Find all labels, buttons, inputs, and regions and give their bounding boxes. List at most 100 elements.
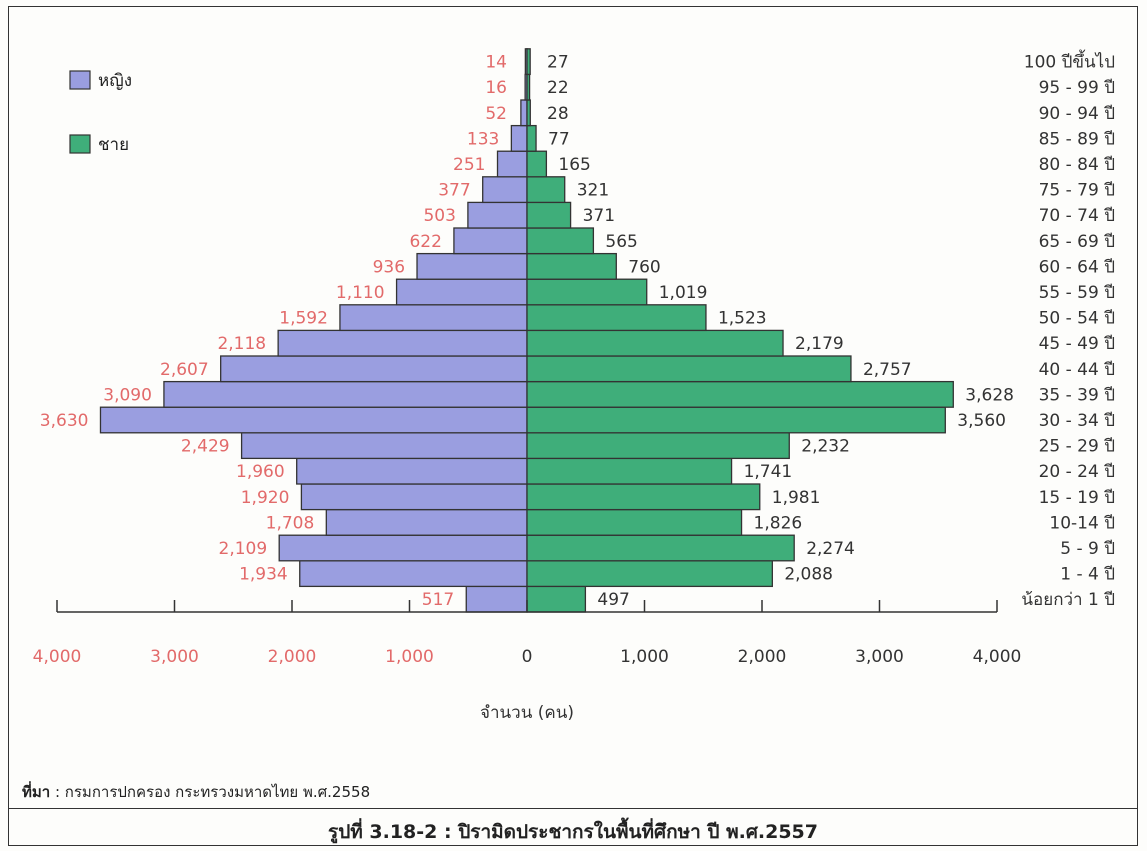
- source-text: : กรมการปกครอง กระทรวงมหาดไทย พ.ศ.2558: [50, 783, 371, 801]
- data-label-male: 22: [547, 78, 569, 98]
- age-group-label: 30 - 34 ปี: [1039, 411, 1115, 431]
- age-group-label: 10-14 ปี: [1049, 513, 1115, 533]
- data-label-male: 2,274: [806, 539, 855, 559]
- bar-male: [526, 201, 572, 229]
- x-tick-label: 3,000: [150, 647, 199, 667]
- bar-female: [300, 483, 528, 511]
- bar-male: [526, 304, 707, 332]
- bar-male: [526, 176, 566, 204]
- x-tick-label: 1,000: [620, 647, 669, 667]
- data-label-female: 14: [485, 53, 507, 73]
- data-label-female: 3,630: [40, 411, 89, 431]
- labels-group: 517 497 น้อยกว่า 1 ปี 1,934 2,088 1 - 4 ปี 2,1…: [40, 50, 1115, 611]
- age-group-label: 60 - 64 ปี: [1039, 257, 1115, 277]
- bar-male: [526, 227, 595, 255]
- bar-male: [526, 99, 531, 127]
- bar-female: [520, 99, 528, 127]
- bar-female: [416, 252, 528, 280]
- age-group-label: น้อยกว่า 1 ปี: [1021, 590, 1115, 610]
- caption-box: รูปที่ 3.18-2 : ปิรามิดประชากรในพื้นที่ศ…: [8, 808, 1138, 846]
- data-label-female: 52: [485, 104, 507, 124]
- data-label-female: 251: [453, 155, 485, 175]
- data-label-male: 2,088: [784, 565, 833, 585]
- age-group-label: 70 - 74 ปี: [1039, 206, 1115, 226]
- age-group-label: 15 - 19 ปี: [1039, 488, 1115, 508]
- bar-female: [299, 560, 528, 588]
- bar-female: [277, 329, 528, 357]
- source-label: ที่มา: [22, 783, 51, 801]
- bar-female: [278, 534, 528, 562]
- bar-female: [325, 508, 528, 536]
- data-label-female: 1,592: [279, 309, 328, 329]
- data-label-female: 622: [409, 232, 441, 252]
- bar-male: [526, 150, 548, 178]
- data-label-female: 1,110: [336, 283, 385, 303]
- data-label-female: 2,118: [217, 334, 266, 354]
- data-label-male: 1,523: [718, 309, 767, 329]
- data-label-male: 27: [547, 53, 569, 73]
- data-label-female: 936: [373, 257, 405, 277]
- bar-female: [395, 278, 528, 306]
- bar-female: [465, 585, 528, 613]
- bar-male: [526, 585, 587, 613]
- data-label-male: 77: [548, 129, 570, 149]
- data-label-female: 3,090: [103, 385, 152, 405]
- bar-male: [526, 483, 761, 511]
- data-label-female: 503: [423, 206, 455, 226]
- data-label-female: 1,960: [236, 462, 285, 482]
- data-label-male: 165: [558, 155, 590, 175]
- age-group-label: 45 - 49 ปี: [1039, 334, 1115, 354]
- legend-label-male: ชาย: [98, 135, 129, 155]
- age-group-label: 80 - 84 ปี: [1039, 155, 1115, 175]
- bar-female: [453, 227, 528, 255]
- bar-male: [526, 534, 795, 562]
- bar-male: [526, 252, 617, 280]
- bar-female: [510, 124, 528, 152]
- age-group-label: 25 - 29 ปี: [1039, 437, 1115, 457]
- data-label-male: 1,826: [754, 513, 803, 533]
- x-axis: 4,000 3,000 2,000 1,000 0 1,000 2,000 3,000 4,00…: [33, 600, 1022, 667]
- data-label-female: 133: [467, 129, 499, 149]
- x-tick-label: 2,000: [738, 647, 787, 667]
- data-label-male: 371: [583, 206, 615, 226]
- data-label-male: 2,179: [795, 334, 844, 354]
- x-tick-label: 4,000: [973, 647, 1022, 667]
- data-label-male: 3,560: [957, 411, 1006, 431]
- legend-label-female: หญิง: [98, 71, 132, 91]
- age-group-label: 85 - 89 ปี: [1039, 129, 1115, 149]
- bar-male: [526, 329, 784, 357]
- data-label-female: 2,109: [219, 539, 268, 559]
- data-label-female: 517: [422, 590, 454, 610]
- bar-female: [496, 150, 528, 178]
- data-label-female: 1,934: [239, 565, 288, 585]
- age-group-label: 95 - 99 ปี: [1039, 78, 1115, 98]
- x-tick-label: 4,000: [33, 647, 82, 667]
- bar-male: [526, 380, 954, 408]
- bar-male: [526, 278, 648, 306]
- data-label-male: 2,232: [801, 437, 850, 457]
- data-label-male: 497: [597, 590, 629, 610]
- age-group-label: 40 - 44 ปี: [1039, 360, 1115, 380]
- bar-female: [296, 457, 528, 485]
- chart-legend: หญิง ชาย: [69, 70, 132, 155]
- x-tick-label: 3,000: [855, 647, 904, 667]
- age-group-label: 1 - 4 ปี: [1060, 565, 1115, 585]
- data-label-male: 1,019: [659, 283, 708, 303]
- bar-male: [526, 432, 790, 460]
- data-label-male: 2,757: [863, 360, 912, 380]
- age-group-label: 65 - 69 ปี: [1039, 232, 1115, 252]
- bar-male: [526, 48, 531, 76]
- data-label-male: 3,628: [965, 385, 1014, 405]
- data-label-male: 1,741: [744, 462, 793, 482]
- x-axis-title: จำนวน (คน): [480, 703, 574, 723]
- bar-male: [526, 124, 537, 152]
- data-label-female: 16: [485, 78, 507, 98]
- age-group-label: 20 - 24 ปี: [1039, 462, 1115, 482]
- data-label-male: 565: [605, 232, 637, 252]
- age-group-label: 55 - 59 ปี: [1039, 283, 1115, 303]
- bar-male: [526, 73, 531, 101]
- data-label-female: 1,708: [266, 513, 315, 533]
- age-group-label: 90 - 94 ปี: [1039, 104, 1115, 124]
- bar-male: [526, 457, 733, 485]
- bars-group: [99, 48, 954, 613]
